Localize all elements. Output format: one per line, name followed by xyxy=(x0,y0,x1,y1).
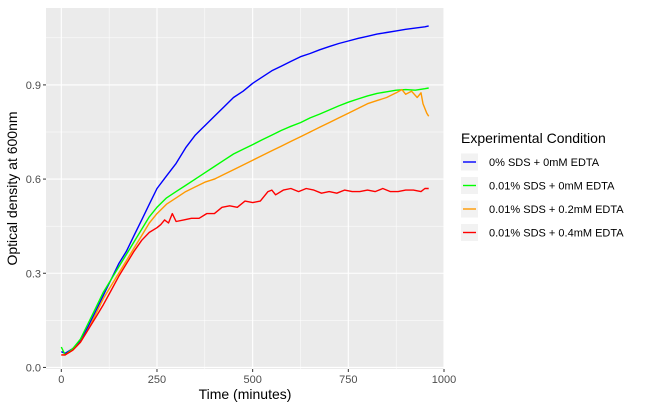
y-tick-label: 0.0 xyxy=(26,362,41,374)
x-tick-label: 0 xyxy=(58,374,64,386)
series-lines xyxy=(60,25,430,356)
x-tick-label: 1000 xyxy=(432,374,456,386)
y-tick-label: 0.6 xyxy=(26,174,41,186)
legend-item: 0.01% SDS + 0.2mM EDTA xyxy=(461,200,624,218)
legend-label: 0.01% SDS + 0.2mM EDTA xyxy=(489,204,624,216)
x-axis: 0 250 500 750 1000 xyxy=(58,369,456,386)
series-line-4 xyxy=(61,187,429,356)
legend-label: 0% SDS + 0mM EDTA xyxy=(489,157,600,169)
x-tick-label: 250 xyxy=(148,374,166,386)
legend-title: Experimental Condition xyxy=(461,130,606,146)
legend-item: 0% SDS + 0mM EDTA xyxy=(461,153,600,171)
y-tick-label: 0.9 xyxy=(26,80,41,92)
x-axis-title: Time (minutes) xyxy=(199,386,292,402)
legend: Experimental Condition 0% SDS + 0mM EDTA… xyxy=(461,130,624,241)
legend-label: 0.01% SDS + 0mM EDTA xyxy=(489,181,615,193)
y-axis-title: Optical density at 600nm xyxy=(4,111,20,265)
y-tick-label: 0.3 xyxy=(26,268,41,280)
x-tick-label: 750 xyxy=(339,374,357,386)
series-line-3 xyxy=(61,88,430,356)
legend-label: 0.01% SDS + 0.4mM EDTA xyxy=(489,228,624,240)
legend-item: 0.01% SDS + 0mM EDTA xyxy=(461,177,615,194)
legend-item: 0.01% SDS + 0.4mM EDTA xyxy=(461,224,624,241)
plot-panel xyxy=(46,8,444,369)
series-line-2 xyxy=(60,87,429,356)
x-tick-label: 500 xyxy=(243,374,261,386)
minor-gridlines xyxy=(46,8,444,369)
y-axis: 0.0 0.3 0.6 0.9 xyxy=(26,80,46,374)
